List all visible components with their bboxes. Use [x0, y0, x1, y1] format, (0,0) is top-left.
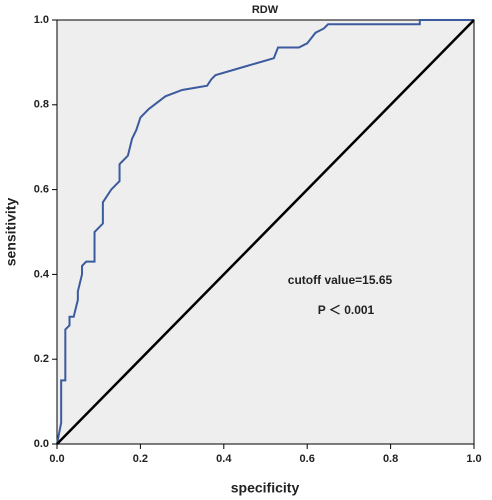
- x-tick-label: 0.4: [216, 453, 232, 465]
- y-tick-label: 0.4: [34, 268, 50, 280]
- y-axis-label: sensitivity: [3, 198, 19, 267]
- line: [56, 19, 474, 445]
- x-tick-label: 0.6: [300, 453, 315, 465]
- line: [56, 19, 475, 445]
- x-tick-label: 0.8: [383, 453, 398, 465]
- y-tick-label: 0.2: [34, 353, 49, 365]
- y-tick-label: 0.6: [34, 184, 49, 196]
- x-tick-label: 0.0: [49, 453, 64, 465]
- annotation: cutoff value=15.65: [288, 273, 393, 287]
- x-tick-label: 0.2: [133, 453, 148, 465]
- x-tick-label: 1.0: [466, 453, 481, 465]
- y-tick-label: 0.8: [34, 99, 49, 111]
- x-axis-label: specificity: [231, 480, 300, 496]
- y-tick-label: 1.0: [34, 14, 49, 26]
- annotation: P ＜ 0.001: [318, 303, 375, 317]
- y-tick-label: 0.0: [34, 438, 49, 450]
- chart-title: RDW: [252, 4, 279, 16]
